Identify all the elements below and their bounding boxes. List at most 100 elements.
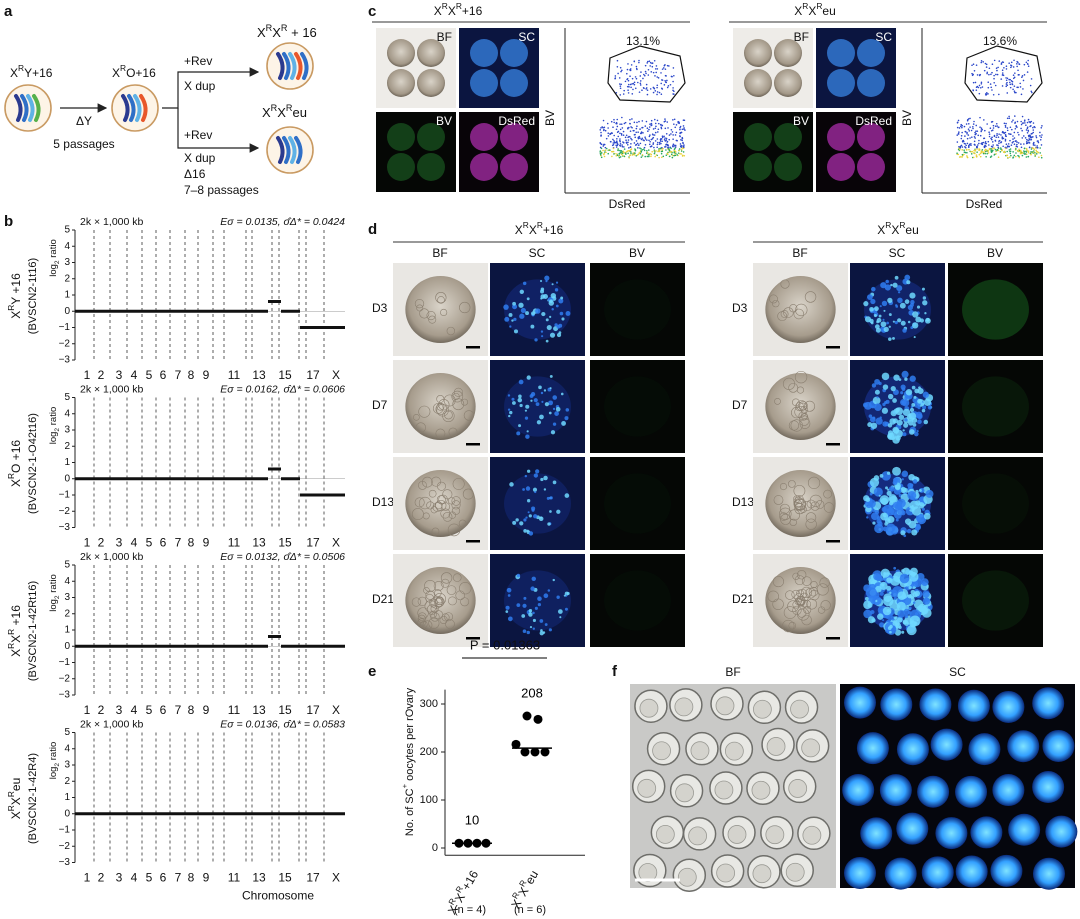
event <box>1013 137 1016 139</box>
event <box>1012 88 1014 91</box>
cell <box>438 494 448 505</box>
cell <box>435 403 447 415</box>
oocyte <box>906 528 912 534</box>
oocyte <box>534 338 538 342</box>
event <box>984 149 986 152</box>
event <box>629 130 632 132</box>
event <box>632 88 634 91</box>
cell <box>782 619 795 633</box>
cell <box>780 279 790 289</box>
oocyte <box>863 609 872 619</box>
chromosome-label: 15 <box>278 871 292 885</box>
event <box>972 127 974 130</box>
event <box>635 65 638 68</box>
event <box>988 147 991 150</box>
event <box>958 156 961 158</box>
oocyte <box>904 299 910 304</box>
cell <box>805 512 817 523</box>
event <box>1013 59 1015 62</box>
event <box>1040 127 1043 129</box>
event <box>625 141 628 144</box>
event <box>605 151 607 154</box>
oocyte <box>532 487 538 492</box>
event <box>665 154 668 156</box>
event <box>1004 126 1007 128</box>
cell <box>816 583 829 596</box>
karyotype: XRXR + 16 <box>257 23 317 40</box>
cell <box>795 303 808 317</box>
oocyte <box>516 573 521 578</box>
oocyte <box>533 398 538 403</box>
event <box>1025 147 1028 150</box>
event <box>602 145 605 147</box>
oocyte <box>864 596 869 601</box>
event <box>669 83 672 86</box>
oocyte <box>911 402 916 407</box>
group-title: XRXReu <box>877 220 919 237</box>
event <box>616 154 619 157</box>
oocyte <box>873 487 883 497</box>
oocyte <box>873 313 877 318</box>
chromosome <box>32 94 41 122</box>
text-part: 2 <box>54 763 61 767</box>
event <box>684 129 686 131</box>
chromosome-label: 2 <box>98 368 105 382</box>
oocyte <box>904 621 909 626</box>
event <box>630 126 632 128</box>
y-tick-label: −2 <box>59 506 71 517</box>
event <box>670 133 672 135</box>
tissue <box>827 123 855 151</box>
oocyte <box>916 430 919 433</box>
event <box>644 136 646 139</box>
event <box>993 74 995 77</box>
oocyte <box>533 473 539 478</box>
oocyte <box>906 625 917 636</box>
event <box>992 127 995 129</box>
oocyte <box>506 587 512 593</box>
event <box>995 67 998 70</box>
oocyte-core <box>752 699 772 719</box>
event <box>681 128 684 131</box>
event <box>1020 150 1022 153</box>
event <box>658 141 661 144</box>
event <box>1040 144 1043 146</box>
event <box>1023 143 1025 145</box>
event <box>1013 154 1016 157</box>
event <box>1039 147 1042 149</box>
event <box>1024 153 1027 155</box>
tile-label: SC <box>518 30 535 44</box>
event <box>972 63 975 65</box>
event <box>649 140 651 143</box>
event <box>655 71 658 74</box>
oocyte <box>900 391 904 395</box>
event <box>1004 138 1007 141</box>
text-part: ratio <box>48 407 59 428</box>
text-part: log <box>48 599 59 612</box>
event <box>672 87 674 89</box>
event <box>616 118 619 121</box>
cell <box>444 612 454 622</box>
oocyte <box>541 311 546 317</box>
event <box>626 78 628 81</box>
event <box>976 85 979 88</box>
oocyte <box>930 728 963 761</box>
event <box>641 154 644 156</box>
text-part: R <box>523 220 529 230</box>
event <box>968 143 971 146</box>
event <box>614 75 617 77</box>
y-tick-label: 0 <box>64 473 70 484</box>
event <box>672 138 674 140</box>
micrograph <box>590 457 685 550</box>
cell <box>777 311 788 322</box>
event <box>661 88 664 90</box>
oocyte <box>533 514 538 519</box>
event <box>961 140 964 142</box>
y-axis-label: log2 ratio <box>48 742 61 780</box>
cell <box>788 420 800 431</box>
oocyte <box>518 302 524 308</box>
oocyte <box>886 507 895 516</box>
line-id: (BVSCN2-1-42R4) <box>27 753 39 844</box>
event <box>1026 127 1029 130</box>
event <box>616 59 619 62</box>
event <box>656 91 659 93</box>
